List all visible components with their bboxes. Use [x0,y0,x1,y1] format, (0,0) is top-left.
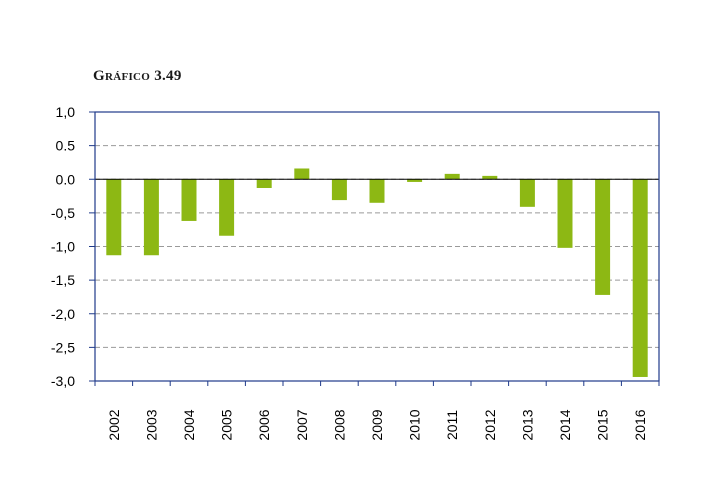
y-tick-label: -1,5 [51,272,75,288]
bar-2011 [444,173,460,180]
y-tick-label: -2,0 [51,306,75,322]
bar-2007 [294,168,310,180]
y-tick-label: -3,0 [51,373,75,389]
axes [89,111,660,386]
bar-2012 [482,175,498,180]
x-tick-label: 2009 [369,409,385,440]
grid-lines [95,145,659,348]
bar-2002 [106,179,122,256]
bar-2014 [557,179,573,248]
bar-2006 [256,179,272,188]
bar-2013 [519,179,535,207]
x-tick-label: 2011 [444,410,460,440]
bar-2003 [143,179,159,256]
bar-2005 [219,179,235,236]
x-tick-label: 2014 [557,409,573,440]
bar-2008 [331,179,347,201]
bars [106,168,648,377]
y-tick-label: 0.0 [56,171,76,187]
x-tick-label: 2012 [482,409,498,440]
x-tick-label: 2010 [407,409,423,440]
y-tick-label: -0,5 [51,205,75,221]
bar-2016 [632,179,648,377]
x-tick-labels: 2002 2003 2004 2005 2006 2007 2008 2009 2010 2011… [106,409,648,440]
y-tick-label: 0.5 [56,138,76,154]
y-tick-label: -1,0 [51,239,75,255]
x-tick-label: 2004 [181,409,197,440]
x-tick-label: 2006 [256,409,272,440]
bar-2009 [369,179,385,203]
bar-2015 [595,179,611,295]
bar-2010 [407,179,423,182]
y-tick-label: -2,5 [51,339,75,355]
y-tick-label: 1,0 [56,104,76,120]
bar-2004 [181,179,197,221]
x-tick-label: 2002 [106,409,122,440]
x-tick-label: 2015 [595,409,611,440]
x-tick-label: 2008 [331,409,347,440]
x-tick-label: 2003 [143,409,159,440]
x-tick-label: 2007 [294,409,310,440]
y-tick-labels: 1,0 0.5 0.0 -0,5 -1,0 -1,5 -2,0 -2,5 -3,0 [51,104,75,389]
chart-title: Gráfico 3.49 [93,68,182,84]
x-tick-label: 2016 [632,409,648,440]
x-tick-label: 2013 [519,409,535,440]
x-tick-label: 2005 [219,409,235,440]
